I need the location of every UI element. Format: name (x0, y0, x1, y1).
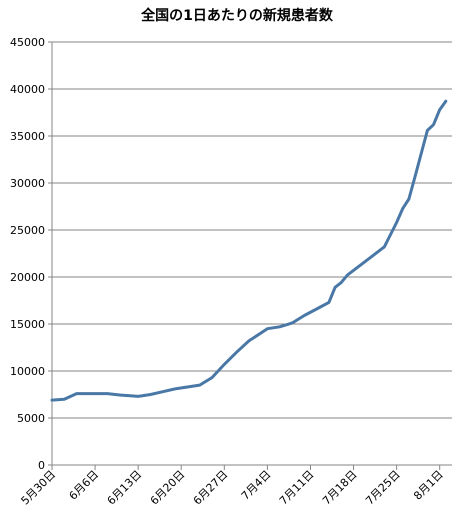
y-tick-label: 0 (38, 459, 45, 472)
x-tick-label: 6月20日 (148, 468, 188, 508)
chart-title: 全国の1日あたりの新規患者数 (140, 7, 334, 24)
series-layer (50, 99, 448, 402)
series-line (50, 99, 448, 402)
x-tick-label: 7月25日 (363, 468, 403, 508)
y-tick-label: 40000 (10, 83, 45, 96)
y-axis-tick-labels: 0 5000 10000 15000 20000 25000 30000 35000 40000… (10, 36, 45, 472)
y-tick-label: 20000 (10, 271, 45, 284)
x-tick-label: 6月6日 (67, 468, 102, 503)
y-tick-label: 5000 (17, 412, 45, 425)
y-tick-label: 45000 (10, 36, 45, 49)
y-tick-label: 25000 (10, 224, 45, 237)
grid-lines (52, 41, 452, 419)
x-tick-label: 7月4日 (239, 468, 274, 503)
y-tick-label: 30000 (10, 177, 45, 190)
x-tick-label: 8月1日 (411, 468, 446, 503)
y-tick-label: 15000 (10, 318, 45, 331)
y-tick-label: 10000 (10, 365, 45, 378)
axes (48, 41, 452, 470)
x-tick-label: 6月27日 (191, 468, 231, 508)
x-tick-label: 5月30日 (19, 468, 59, 508)
x-axis-tick-labels: 5月30日 6月6日 6月13日 6月20日 6月27日 7月4日 7月11日 7月18日 7月… (19, 468, 446, 508)
x-tick-label: 7月11日 (277, 468, 317, 508)
y-tick-label: 35000 (10, 130, 45, 143)
x-tick-label: 6月13日 (105, 468, 145, 508)
x-tick-label: 7月18日 (320, 468, 360, 508)
